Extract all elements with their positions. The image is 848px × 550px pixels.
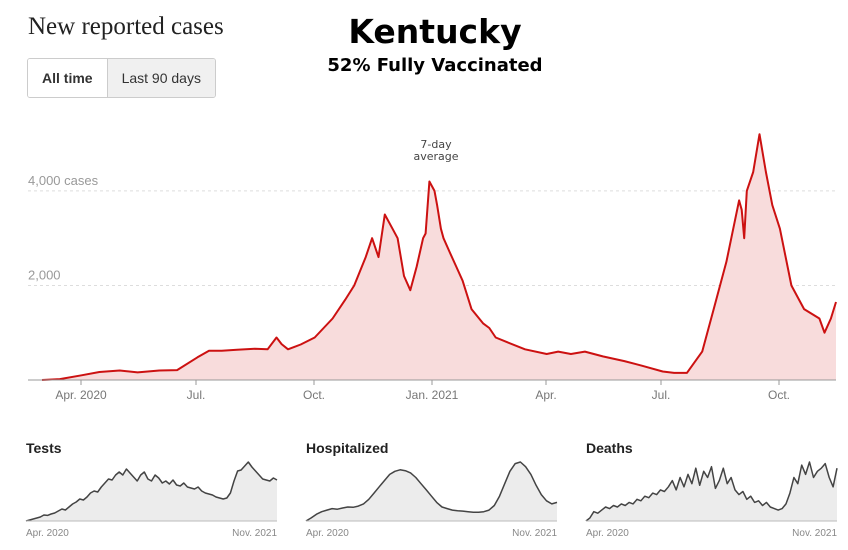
main-cases-chart: 2,000 4,000 cases Apr. 2020 Jul. Oct. Jan. 20…: [28, 133, 837, 402]
mini-area: [26, 462, 277, 521]
mini-x-label-end: Nov. 2021: [232, 528, 277, 539]
mini-x-label-start: Apr. 2020: [306, 528, 349, 539]
annotation-7-day-average: 7-day average: [413, 138, 458, 163]
time-range-toggle: All time Last 90 days: [27, 58, 216, 98]
mini-chart-title: Tests: [26, 440, 62, 456]
mini-chart-hospitalized: Hospitalized Apr. 2020 Nov. 2021: [305, 440, 558, 539]
mini-area: [306, 462, 557, 521]
mini-line: [25, 461, 278, 522]
last-90-days-button[interactable]: Last 90 days: [106, 59, 215, 97]
mini-x-label-end: Nov. 2021: [512, 528, 557, 539]
cases-line: [41, 133, 837, 381]
mini-chart-title: Hospitalized: [306, 440, 388, 456]
mini-chart-tests: Tests Apr. 2020 Nov. 2021: [25, 440, 278, 539]
mini-x-label-start: Apr. 2020: [586, 528, 629, 539]
cases-area: [42, 134, 836, 380]
mini-x-label-start: Apr. 2020: [26, 528, 69, 539]
mini-x-label-end: Nov. 2021: [792, 528, 837, 539]
y-tick-label: 4,000 cases: [28, 173, 99, 188]
x-tick-label: Oct.: [303, 388, 325, 402]
state-title: Kentucky: [348, 12, 522, 51]
mini-area: [586, 462, 837, 521]
mini-chart-title: Deaths: [586, 440, 633, 456]
all-time-button[interactable]: All time: [28, 59, 107, 97]
x-tick-label: Jul.: [187, 388, 206, 402]
x-tick-label: Jan. 2021: [406, 388, 459, 402]
mini-line: [585, 461, 838, 522]
mini-chart-deaths: Deaths Apr. 2020 Nov. 2021: [585, 440, 838, 539]
x-tick-label: Oct.: [768, 388, 790, 402]
x-tick-label: Apr.: [535, 388, 556, 402]
vaccination-subtitle: 52% Fully Vaccinated: [327, 55, 543, 76]
page-title: New reported cases: [28, 13, 224, 40]
mini-line: [305, 461, 558, 522]
y-tick-label: 2,000: [28, 267, 61, 282]
x-tick-label: Jul.: [652, 388, 671, 402]
x-tick-label: Apr. 2020: [55, 388, 107, 402]
